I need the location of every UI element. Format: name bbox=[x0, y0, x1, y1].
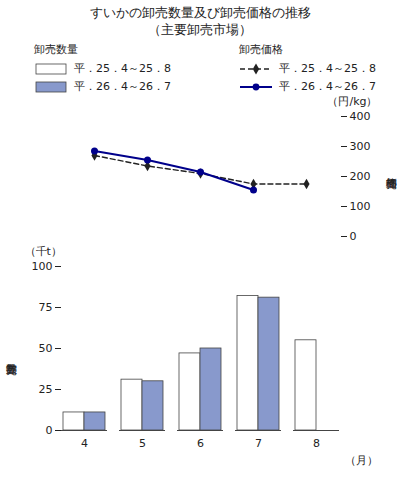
html-text:（主要卸売市場）: （主要卸売市場） bbox=[148, 22, 252, 37]
svg-text:（円/kg）: （円/kg） bbox=[327, 95, 377, 108]
svg-text:0: 0 bbox=[350, 230, 357, 243]
svg-text:0: 0 bbox=[46, 424, 53, 437]
svg-text:100: 100 bbox=[350, 200, 371, 213]
html-text:平．26．4～26．7: 平．26．4～26．7 bbox=[279, 80, 376, 93]
svg-text:100: 100 bbox=[32, 260, 53, 273]
svg-text:（月）: （月） bbox=[345, 454, 378, 467]
html-text:すいかの卸売数量及び卸売価格の推移: すいかの卸売数量及び卸売価格の推移 bbox=[89, 5, 311, 20]
svg-text:（千t）: （千t） bbox=[25, 245, 62, 258]
html-text:平．25．4～25．8: 平．25．4～25．8 bbox=[279, 62, 376, 75]
svg-text:200: 200 bbox=[350, 170, 371, 183]
svg-text:8: 8 bbox=[313, 437, 320, 450]
html-text:平．26．4～26．7: 平．26．4～26．7 bbox=[74, 80, 171, 93]
svg-text:400: 400 bbox=[350, 110, 371, 123]
svg-text:25: 25 bbox=[39, 383, 53, 396]
html-text:卸売数量: 卸売数量 bbox=[34, 43, 78, 56]
svg-text:5: 5 bbox=[139, 437, 146, 450]
svg-text:6: 6 bbox=[197, 437, 204, 450]
svg-text:75: 75 bbox=[39, 301, 53, 314]
svg-text:7: 7 bbox=[255, 437, 262, 450]
svg-text:50: 50 bbox=[39, 342, 53, 355]
html-text:平．25．4～25．8: 平．25．4～25．8 bbox=[74, 62, 171, 75]
svg-text:4: 4 bbox=[81, 437, 88, 450]
svg-text:300: 300 bbox=[350, 140, 371, 153]
html-text:卸売価格: 卸売価格 bbox=[239, 43, 283, 56]
